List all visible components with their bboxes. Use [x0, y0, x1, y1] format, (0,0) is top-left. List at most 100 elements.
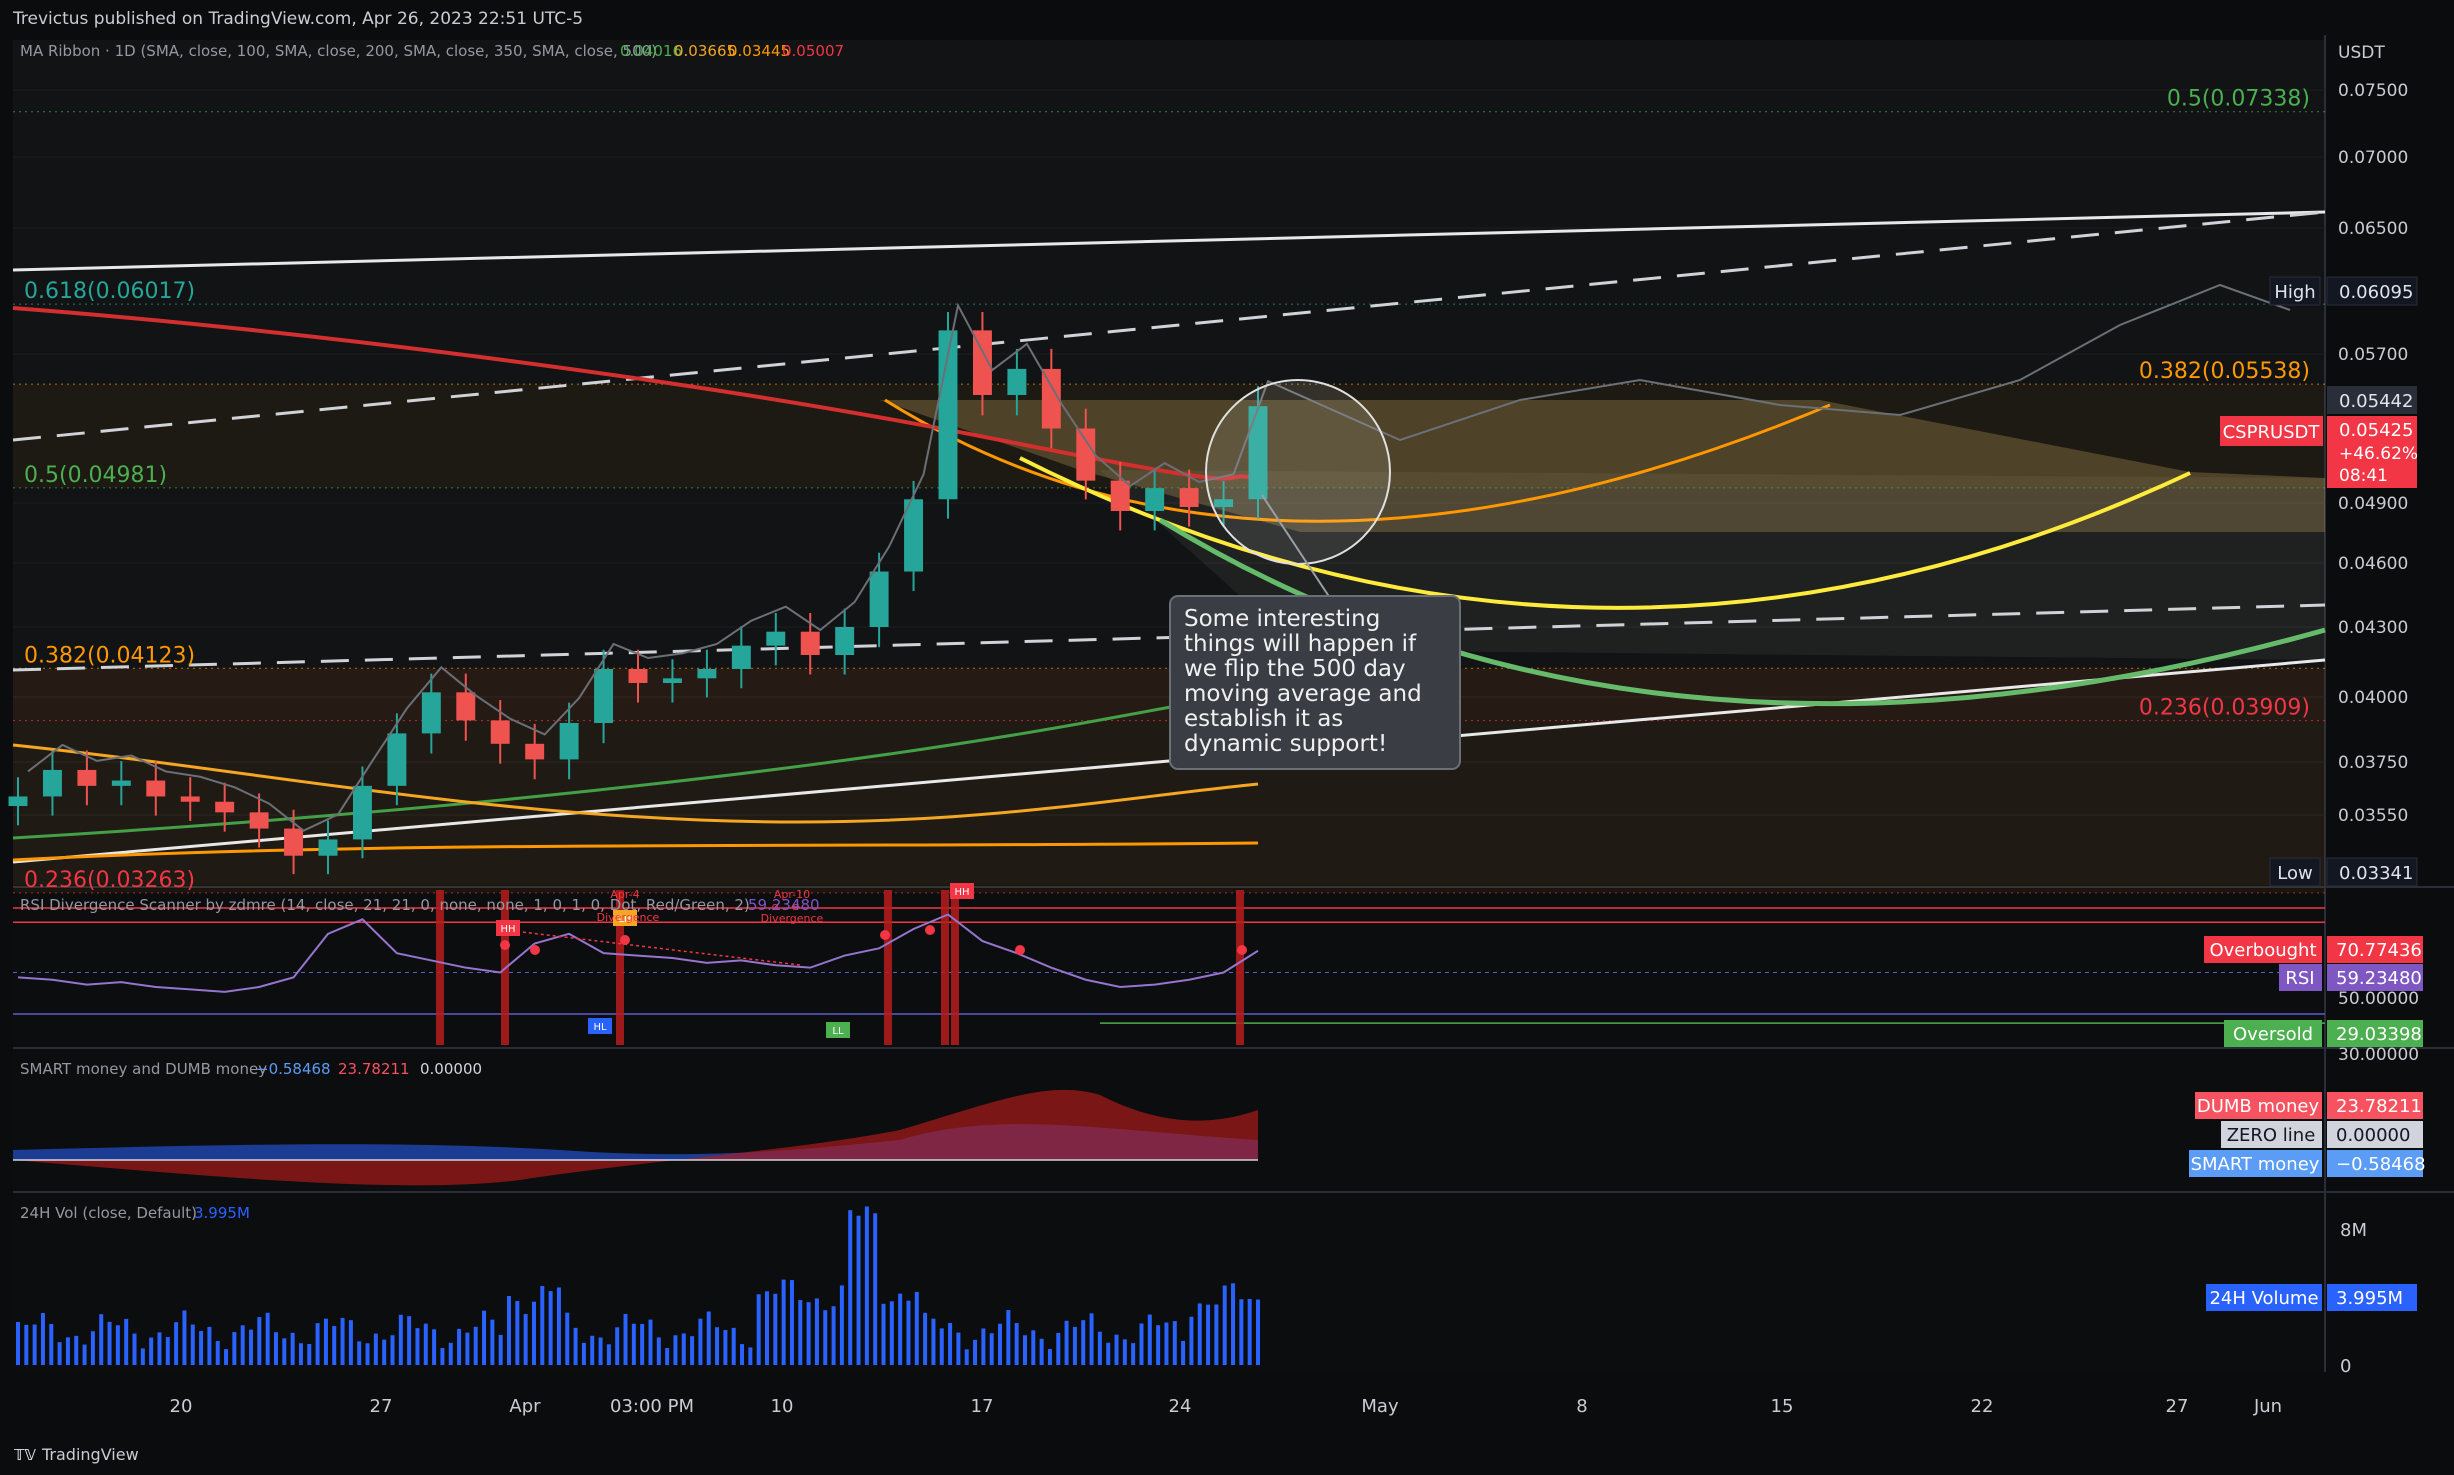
- volume-bar: [873, 1213, 878, 1365]
- volume-bar: [573, 1327, 578, 1365]
- volume-bar: [914, 1291, 919, 1365]
- dumb-money-area: [13, 1089, 1258, 1186]
- volume-bar: [898, 1293, 903, 1365]
- rsi-mid-tick: 50.00000: [2338, 989, 2419, 1009]
- upper-trendline: [12, 210, 2326, 272]
- volume-bar: [731, 1327, 736, 1365]
- volume-bar: [1181, 1340, 1186, 1365]
- candle: [662, 678, 682, 683]
- volume-bar: [124, 1318, 129, 1365]
- volume-bar: [640, 1323, 645, 1365]
- dumb-money-badge: DUMB money 23.78211: [2195, 1092, 2423, 1119]
- sma500-line: [12, 306, 1259, 481]
- volume-bar: [656, 1337, 661, 1365]
- highlight-circle[interactable]: [1205, 379, 1391, 565]
- smart-money-value: −0.58468: [2336, 1154, 2426, 1175]
- rsi-signal-marker: [496, 920, 520, 936]
- time-tick: Apr: [509, 1396, 541, 1417]
- volume-bar: [798, 1300, 803, 1365]
- rsi-pivot-dot: [500, 940, 510, 950]
- volume-bar: [681, 1333, 686, 1365]
- price-tick: 0.04300: [2338, 618, 2408, 638]
- callout-box[interactable]: [1169, 595, 1461, 770]
- volume-bar: [690, 1336, 695, 1365]
- volume-bar: [332, 1326, 337, 1365]
- time-tick: 10: [771, 1396, 794, 1417]
- rsi-signal-label: HH: [954, 887, 969, 898]
- divergence-bar: [941, 890, 949, 1045]
- volume-indicator-label: 24H Vol (close, Default): [20, 1204, 197, 1222]
- time-tick: 03:00 PM: [610, 1396, 694, 1417]
- rsi-signal-label: HH: [500, 924, 515, 935]
- volume-bar: [140, 1348, 145, 1365]
- volume-bar: [956, 1332, 961, 1365]
- volume-bar: [831, 1306, 836, 1365]
- low-label: Low: [2277, 863, 2312, 884]
- volume-bar: [515, 1301, 520, 1365]
- low-badge: Low 0.03341: [2269, 857, 2418, 887]
- money-value: −0.58468: [256, 1060, 331, 1078]
- volume-bar: [215, 1341, 220, 1365]
- time-tick: 24: [1169, 1396, 1192, 1417]
- volume-bar: [340, 1317, 345, 1365]
- volume-bar: [523, 1314, 528, 1365]
- candle: [146, 780, 166, 797]
- volume-badge: 24H Volume 3.995M: [2206, 1284, 2417, 1311]
- volume-bar: [1022, 1335, 1027, 1365]
- rsi-signal-marker: [950, 883, 974, 899]
- volume-bar: [864, 1206, 869, 1365]
- fib-label: 0.5(0.07338): [2167, 87, 2310, 112]
- candle: [42, 769, 62, 797]
- overbought-badge: Overbought 70.77436: [2204, 936, 2423, 963]
- fib-label: 0.236(0.03909): [2139, 696, 2310, 721]
- volume-bar: [531, 1301, 536, 1365]
- candle: [111, 780, 131, 786]
- rsi-pivot-dot: [925, 925, 935, 935]
- volume-bar: [1156, 1325, 1161, 1365]
- price-tick: 0.07000: [2338, 148, 2408, 168]
- rsi-pivot-dot: [530, 945, 540, 955]
- rsi-label: RSI: [2285, 968, 2314, 989]
- volume-bar: [390, 1335, 395, 1365]
- candle: [1248, 406, 1268, 500]
- high-label: High: [2274, 282, 2315, 303]
- divergence-text: Apr-10: [774, 888, 810, 901]
- time-tick: 22: [1971, 1396, 1994, 1417]
- money-top-tick: 30.00000: [2338, 1045, 2419, 1065]
- high-badge: High 0.06095: [2269, 276, 2418, 306]
- divergence-bar: [436, 890, 444, 1045]
- volume-bar: [1097, 1331, 1102, 1365]
- volume-badge-value: 3.995M: [2336, 1288, 2403, 1309]
- volume-bar: [989, 1333, 994, 1365]
- candle: [766, 631, 786, 646]
- candle: [421, 692, 441, 734]
- volume-bar: [1014, 1323, 1019, 1365]
- volume-bar: [565, 1312, 570, 1365]
- volume-bar: [16, 1322, 20, 1365]
- volume-bar: [423, 1323, 428, 1365]
- zero-line-badge: ZERO line 0.00000: [2221, 1121, 2423, 1148]
- candle: [835, 627, 855, 655]
- divergence-text: ø: [793, 900, 800, 913]
- volume-bar: [1247, 1298, 1252, 1365]
- candle: [800, 631, 820, 655]
- high-value: 0.06095: [2339, 282, 2413, 303]
- time-tick: 17: [971, 1396, 994, 1417]
- volume-bar: [848, 1210, 853, 1365]
- volume-bar: [698, 1318, 703, 1365]
- rsi-signal-marker: [826, 1022, 850, 1038]
- candle: [284, 828, 304, 856]
- symbol-badge[interactable]: CSPRUSDT 0.05425 +46.62% 08:41: [2220, 416, 2418, 488]
- candle: [249, 812, 269, 829]
- volume-bar: [1256, 1299, 1260, 1365]
- orange-curve: [884, 398, 1831, 523]
- volume-bar: [540, 1285, 545, 1365]
- candle: [697, 669, 717, 679]
- divergence-bar: [951, 890, 959, 1045]
- volume-bar: [1056, 1332, 1061, 1365]
- volume-bar: [157, 1332, 162, 1365]
- volume-bar: [556, 1287, 561, 1365]
- volume-bar: [773, 1293, 778, 1365]
- currency-label: USDT: [2338, 43, 2385, 63]
